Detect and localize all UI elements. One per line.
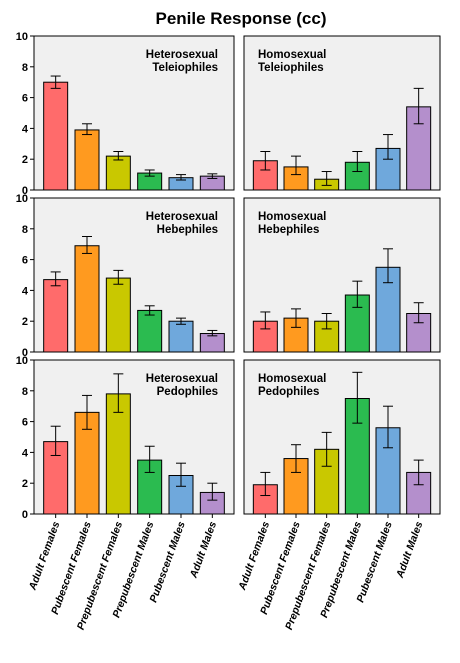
y-tick-label: 10 — [16, 355, 28, 367]
bar — [406, 106, 432, 191]
y-tick-label: 8 — [22, 386, 28, 398]
y-tick-label: 6 — [22, 417, 28, 429]
bar — [105, 155, 131, 191]
x-tick-label: Adult Females — [236, 520, 272, 593]
panel-label-line2: Teleiophiles — [152, 62, 218, 74]
y-tick-label: 6 — [22, 93, 28, 105]
y-tick-label: 6 — [22, 255, 28, 267]
x-tick-label: Adult Males — [394, 520, 426, 581]
panel-label-line2: Pedophiles — [258, 386, 319, 398]
panel-label-line1: Homosexual — [258, 373, 326, 385]
y-tick-label: 8 — [22, 224, 28, 236]
y-tick-label: 2 — [22, 154, 28, 166]
x-tick-label: Adult Females — [26, 520, 62, 593]
y-tick-label: 0 — [22, 347, 28, 359]
bar — [168, 320, 194, 353]
y-tick-label: 8 — [22, 62, 28, 74]
y-tick-label: 10 — [16, 193, 28, 205]
panel-label-line2: Pedophiles — [157, 386, 218, 398]
x-tick-label: Adult Males — [187, 520, 219, 581]
y-tick-label: 2 — [22, 478, 28, 490]
panel-label-line2: Hebephiles — [258, 224, 319, 236]
y-tick-label: 4 — [22, 447, 29, 459]
bar — [43, 81, 69, 191]
panel-label-line2: Teleiophiles — [258, 62, 324, 74]
bar — [43, 279, 69, 353]
bar — [74, 245, 100, 353]
panel-label-line1: Heterosexual — [146, 373, 218, 385]
panel-label-line1: Heterosexual — [146, 49, 218, 61]
y-tick-label: 4 — [22, 285, 29, 297]
panel-label-line1: Heterosexual — [146, 211, 218, 223]
bar — [137, 309, 163, 353]
panels: 0246810HeterosexualTeleiophilesHomosexua… — [16, 31, 441, 632]
bar — [105, 277, 131, 353]
y-tick-label: 0 — [22, 185, 28, 197]
panel-label-line1: Homosexual — [258, 49, 326, 61]
bar — [74, 129, 100, 191]
y-tick-label: 10 — [16, 31, 28, 43]
y-tick-label: 2 — [22, 316, 28, 328]
panel-label-line1: Homosexual — [258, 211, 326, 223]
x-tick-label: Pubescent Males — [147, 520, 187, 604]
panel-label-line2: Hebephiles — [157, 224, 218, 236]
y-tick-label: 0 — [22, 509, 28, 521]
chart-title: Penile Response (cc) — [155, 9, 326, 28]
y-tick-label: 4 — [22, 123, 29, 135]
